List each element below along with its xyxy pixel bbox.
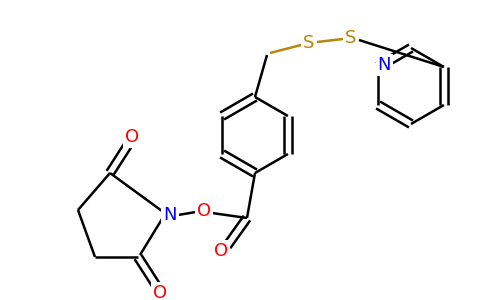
Text: O: O bbox=[197, 202, 211, 220]
Text: O: O bbox=[214, 242, 228, 260]
Text: N: N bbox=[163, 206, 177, 224]
Text: O: O bbox=[125, 128, 139, 146]
Text: S: S bbox=[303, 34, 315, 52]
Text: O: O bbox=[153, 284, 167, 300]
Text: S: S bbox=[345, 29, 357, 47]
Text: N: N bbox=[378, 56, 391, 74]
